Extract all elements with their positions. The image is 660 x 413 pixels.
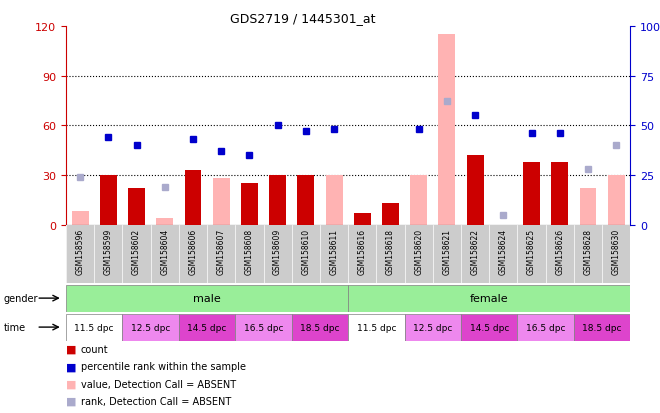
Text: 14.5 dpc: 14.5 dpc — [187, 323, 227, 332]
Text: time: time — [3, 322, 26, 332]
Bar — [235, 314, 292, 341]
Bar — [405, 314, 461, 341]
Bar — [185, 171, 201, 225]
Text: GSM158616: GSM158616 — [358, 228, 367, 274]
Text: GSM158624: GSM158624 — [499, 228, 508, 274]
Text: 16.5 dpc: 16.5 dpc — [526, 323, 566, 332]
Text: 11.5 dpc: 11.5 dpc — [75, 323, 114, 332]
Text: value, Detection Call = ABSENT: value, Detection Call = ABSENT — [81, 379, 236, 389]
Bar — [411, 176, 427, 225]
Text: count: count — [81, 344, 108, 354]
Text: 12.5 dpc: 12.5 dpc — [413, 323, 453, 332]
Bar — [66, 314, 123, 341]
Text: GSM158625: GSM158625 — [527, 228, 536, 274]
Bar — [179, 314, 236, 341]
Text: 12.5 dpc: 12.5 dpc — [131, 323, 170, 332]
Text: 16.5 dpc: 16.5 dpc — [244, 323, 283, 332]
Text: 18.5 dpc: 18.5 dpc — [300, 323, 340, 332]
Text: GSM158602: GSM158602 — [132, 228, 141, 274]
Bar — [72, 212, 88, 225]
Text: GSM158628: GSM158628 — [583, 228, 593, 274]
Bar — [382, 204, 399, 225]
Bar — [348, 314, 405, 341]
Text: GSM158596: GSM158596 — [76, 228, 84, 274]
Text: GSM158621: GSM158621 — [442, 228, 451, 274]
Text: ■: ■ — [66, 396, 77, 406]
Text: GSM158622: GSM158622 — [471, 228, 480, 274]
Bar — [100, 176, 117, 225]
Text: percentile rank within the sample: percentile rank within the sample — [81, 361, 246, 371]
Bar — [579, 189, 597, 225]
Text: GSM158609: GSM158609 — [273, 228, 282, 274]
Bar — [325, 176, 343, 225]
Bar — [461, 314, 517, 341]
Bar — [123, 314, 179, 341]
Text: GSM158620: GSM158620 — [414, 228, 423, 274]
Text: GSM158608: GSM158608 — [245, 228, 254, 274]
Bar — [348, 285, 630, 312]
Text: rank, Detection Call = ABSENT: rank, Detection Call = ABSENT — [81, 396, 231, 406]
Bar — [517, 314, 574, 341]
Text: female: female — [470, 293, 509, 304]
Text: GSM158606: GSM158606 — [189, 228, 197, 274]
Bar — [523, 162, 540, 225]
Bar — [467, 156, 484, 225]
Text: 18.5 dpc: 18.5 dpc — [582, 323, 622, 332]
Text: ■: ■ — [66, 379, 77, 389]
Text: GDS2719 / 1445301_at: GDS2719 / 1445301_at — [230, 12, 376, 25]
Bar — [241, 184, 258, 225]
Bar — [156, 218, 173, 225]
Bar — [574, 314, 630, 341]
Bar — [354, 214, 371, 225]
Text: 14.5 dpc: 14.5 dpc — [469, 323, 509, 332]
Text: GSM158610: GSM158610 — [302, 228, 310, 274]
Bar — [608, 176, 624, 225]
Bar — [128, 189, 145, 225]
Text: 11.5 dpc: 11.5 dpc — [356, 323, 396, 332]
Bar — [269, 176, 286, 225]
Text: GSM158630: GSM158630 — [612, 228, 620, 274]
Text: GSM158626: GSM158626 — [555, 228, 564, 274]
Text: GSM158604: GSM158604 — [160, 228, 169, 274]
Bar — [298, 176, 314, 225]
Bar — [438, 35, 455, 225]
Text: GSM158611: GSM158611 — [329, 228, 339, 274]
Bar — [551, 162, 568, 225]
Text: gender: gender — [3, 293, 38, 304]
Text: GSM158607: GSM158607 — [216, 228, 226, 274]
Text: GSM158618: GSM158618 — [386, 228, 395, 274]
Text: ■: ■ — [66, 361, 77, 371]
Text: GSM158599: GSM158599 — [104, 228, 113, 274]
Bar — [292, 314, 348, 341]
Text: ■: ■ — [66, 344, 77, 354]
Text: male: male — [193, 293, 221, 304]
Bar — [213, 179, 230, 225]
Bar — [66, 285, 348, 312]
